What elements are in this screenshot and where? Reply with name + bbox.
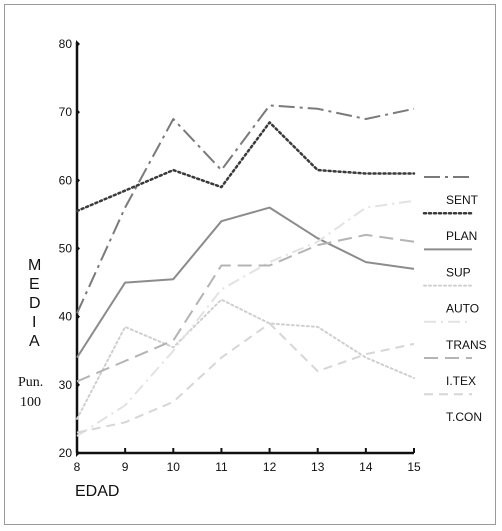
y-tick-mark <box>76 244 80 253</box>
legend-label: SUP <box>446 265 471 279</box>
y-tick-mark <box>76 108 80 117</box>
y-axis-title: M E D I A Pun. 100 <box>18 257 43 410</box>
series-line <box>76 206 415 359</box>
axes: 20 30 40 50 60 70 80 8 9 10 11 12 13 14 15 <box>59 37 421 474</box>
x-tick-label: 11 <box>215 460 228 474</box>
series-lines <box>75 104 416 437</box>
series-line <box>76 298 415 420</box>
y-tick-label: 30 <box>59 378 73 392</box>
y-tick-label: 20 <box>59 446 73 460</box>
series-line <box>75 121 416 213</box>
x-tick-label: 14 <box>359 460 373 474</box>
series-line <box>76 233 415 383</box>
y-axis-unit-label: Pun. <box>18 375 43 390</box>
x-tick-label: 12 <box>263 460 277 474</box>
y-axis-title-letter: I <box>32 314 36 331</box>
legend-label: AUTO <box>446 302 479 316</box>
legend-label: I.TEX <box>446 374 476 388</box>
series-line <box>76 322 415 434</box>
y-axis-unit-label: 100 <box>20 395 41 410</box>
y-tick-label: 50 <box>59 242 73 256</box>
series-line <box>76 104 415 314</box>
legend-label: SENT <box>446 193 479 207</box>
y-tick-mark <box>76 380 80 389</box>
y-tick-label: 40 <box>59 310 73 324</box>
x-tick-label: 8 <box>74 460 81 474</box>
y-axis-title-letter: A <box>29 333 40 350</box>
y-tick-label: 80 <box>59 37 73 51</box>
legend-label: T.CON <box>446 410 482 424</box>
y-axis-title-letter: M <box>28 257 41 274</box>
x-tick-label: 10 <box>167 460 181 474</box>
y-tick-mark <box>76 40 80 48</box>
x-tick-label: 13 <box>311 460 325 474</box>
y-tick-label: 70 <box>59 105 73 119</box>
x-tick-label: 15 <box>407 460 421 474</box>
legend-label: PLAN <box>446 229 477 243</box>
y-axis-title-letter: E <box>29 276 40 293</box>
y-tick-label: 60 <box>59 173 73 187</box>
x-tick-label: 9 <box>122 460 129 474</box>
legend-label: TRANS <box>446 338 487 352</box>
legend: SENT PLAN SUP AUTO TRANS I.TEX T.CON <box>422 176 487 424</box>
series-line <box>76 199 415 437</box>
x-axis-title: EDAD <box>75 483 119 500</box>
y-tick-mark <box>76 176 80 185</box>
y-axis-title-letter: D <box>29 295 41 312</box>
y-tick-mark <box>76 312 80 321</box>
